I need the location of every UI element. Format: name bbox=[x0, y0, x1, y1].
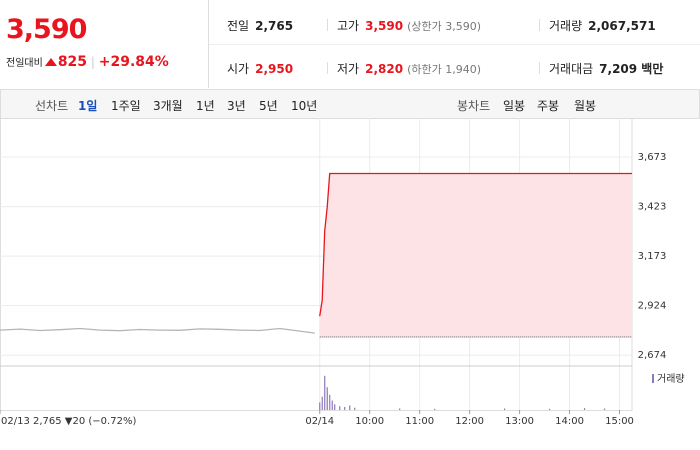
x-tick-label: 12:00 bbox=[455, 416, 484, 427]
change-value: 825 bbox=[57, 54, 88, 70]
y-tick-label: 2,674 bbox=[638, 350, 667, 361]
change-pct: +29.84% bbox=[98, 54, 169, 70]
tab-group-label: 선차트 bbox=[35, 99, 69, 113]
legend-label: 거래량 bbox=[657, 373, 685, 385]
quote-box: 3,590 전일대비 825 | +29.84% bbox=[0, 0, 209, 88]
legend-swatch bbox=[652, 374, 654, 383]
line bbox=[0, 327, 315, 334]
prev-info: 2,765 ▼20 (−0.72%) bbox=[33, 416, 136, 427]
volume-bar bbox=[583, 408, 586, 410]
volume-bar bbox=[321, 396, 323, 410]
x-tick-label: 02/13 bbox=[1, 416, 30, 427]
stats: 전일 2,765 고가 3,590 (상한가 3,590) 거래량 2,067,571 시가 2… bbox=[209, 0, 700, 88]
volume-bar bbox=[329, 394, 331, 410]
tab-group-label: 봉차트 bbox=[457, 99, 491, 113]
y-tick-label: 3,423 bbox=[638, 202, 667, 213]
volume-bar bbox=[434, 408, 436, 410]
stat-label: 거래량 bbox=[549, 19, 583, 33]
stat-label: 전일 bbox=[227, 19, 250, 33]
separator bbox=[539, 19, 540, 31]
y-tick-label: 3,673 bbox=[638, 152, 667, 163]
x-tick-label: 14:00 bbox=[555, 416, 584, 427]
volume-bar bbox=[354, 407, 356, 410]
tab[interactable]: 10년 bbox=[291, 99, 318, 113]
stat-value: 2,765 bbox=[255, 19, 294, 33]
tab[interactable]: 월봉 bbox=[574, 99, 597, 113]
line bbox=[319, 172, 632, 317]
stat-label: 고가 bbox=[337, 19, 360, 33]
y-tick-label: 3,173 bbox=[638, 251, 667, 262]
tab[interactable]: 5년 bbox=[259, 99, 278, 113]
volume-bar bbox=[339, 406, 341, 410]
y-tick-label: 2,924 bbox=[638, 301, 667, 312]
stat: 고가 3,590 (상한가 3,590) bbox=[337, 17, 481, 34]
volume-bar bbox=[399, 408, 401, 410]
stat-value: 7,209 백만 bbox=[599, 62, 664, 76]
change: 전일대비 825 | +29.84% bbox=[6, 54, 169, 70]
volume-bar bbox=[548, 408, 551, 410]
x-tick-label: 11:00 bbox=[405, 416, 434, 427]
x-tick-label: 15:00 bbox=[605, 416, 634, 427]
price: 3,590 bbox=[6, 14, 87, 45]
volume-bar bbox=[349, 405, 351, 410]
stat-label: 시가 bbox=[227, 62, 250, 76]
chart-tabs: 선차트 1일 1주일 3개월 1년 3년 5년 10년 봉차트 일봉 주봉 월봉 bbox=[0, 89, 700, 119]
tab[interactable]: 1일 bbox=[78, 99, 98, 113]
volume-bar bbox=[331, 400, 333, 410]
up-icon bbox=[44, 58, 57, 66]
volume-bar bbox=[319, 402, 321, 410]
x-tick-label: 13:00 bbox=[505, 416, 534, 427]
stat: 시가 2,950 bbox=[227, 60, 293, 77]
row-divider bbox=[209, 44, 700, 45]
x-tick-label: 02/14 bbox=[305, 416, 334, 427]
area bbox=[319, 173, 632, 338]
volume-bar bbox=[326, 387, 328, 410]
tab[interactable]: 3개월 bbox=[153, 99, 183, 113]
separator bbox=[327, 62, 328, 74]
tab[interactable]: 1년 bbox=[196, 99, 215, 113]
volume-bar bbox=[334, 404, 336, 410]
stat: 전일 2,765 bbox=[227, 17, 293, 34]
chart: 2,674 2,924 3,173 3,423 3,673 02/13 02/14 10:00… bbox=[0, 118, 685, 427]
tab[interactable]: 주봉 bbox=[537, 99, 560, 113]
change-label: 전일대비 bbox=[6, 58, 43, 69]
separator bbox=[539, 62, 540, 74]
volume-bar bbox=[344, 406, 346, 410]
tab[interactable]: 3년 bbox=[227, 99, 246, 113]
stat: 저가 2,820 (하한가 1,940) bbox=[337, 60, 481, 77]
tab[interactable]: 1주일 bbox=[111, 99, 141, 113]
stat-label: 저가 bbox=[337, 62, 360, 76]
stat-label: 거래대금 bbox=[549, 62, 594, 76]
stat-value: 2,950 bbox=[255, 62, 294, 76]
separator bbox=[327, 19, 328, 31]
stat-value: 2,820 bbox=[365, 62, 404, 76]
stat: 거래량 2,067,571 bbox=[549, 17, 656, 34]
volume-bar bbox=[603, 408, 606, 410]
stat-extra: (상한가 3,590) bbox=[407, 20, 481, 33]
stat-extra: (하한가 1,940) bbox=[407, 63, 481, 76]
stat: 거래대금 7,209 백만 bbox=[549, 60, 663, 77]
x-tick-label: 10:00 bbox=[355, 416, 384, 427]
stat-value: 2,067,571 bbox=[588, 19, 656, 33]
volume-bar bbox=[324, 375, 326, 410]
volume-bar bbox=[504, 408, 506, 410]
tab[interactable]: 일봉 bbox=[503, 99, 526, 113]
stat-value: 3,590 bbox=[365, 19, 404, 33]
